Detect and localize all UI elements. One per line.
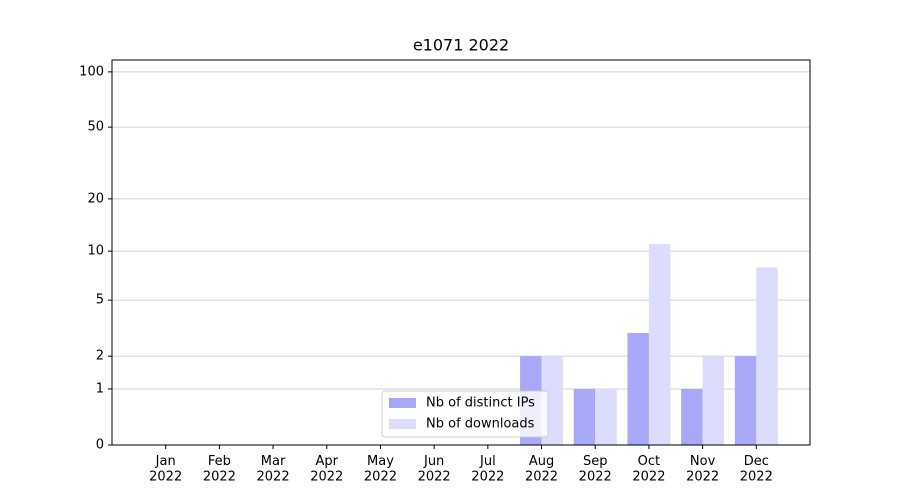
legend-label: Nb of downloads — [426, 417, 535, 432]
x-tick-label: Dec 2022 — [740, 454, 773, 485]
legend-swatch — [389, 398, 416, 408]
x-tick-label: May 2022 — [364, 454, 397, 485]
legend: Nb of distinct IPs Nb of downloads — [381, 390, 549, 438]
x-tick-label: Jan 2022 — [149, 454, 182, 485]
x-tick-label: Apr 2022 — [310, 454, 343, 485]
bar — [648, 244, 671, 445]
y-tick-label: 100 — [79, 64, 104, 79]
plot-frame — [111, 59, 811, 446]
x-tick-label: Sep 2022 — [579, 454, 612, 485]
x-tick-label: Oct 2022 — [632, 454, 665, 485]
x-tick-label: Jul 2022 — [471, 454, 504, 485]
y-tick-label: 0 — [96, 438, 104, 453]
y-tick-label: 50 — [87, 120, 104, 135]
y-tick-label: 5 — [96, 293, 104, 308]
x-tick-label: Nov 2022 — [686, 454, 719, 485]
bar — [681, 388, 703, 445]
x-tick-label: Feb 2022 — [203, 454, 236, 485]
legend-swatch — [389, 419, 416, 429]
y-tick-label: 20 — [87, 191, 104, 206]
bar — [627, 332, 649, 445]
bar — [734, 356, 757, 445]
bar — [595, 388, 617, 445]
y-tick-label: 2 — [96, 349, 104, 364]
bar — [702, 356, 725, 445]
bar — [756, 267, 778, 445]
y-tick-label: 1 — [96, 381, 104, 396]
chart-title: e1071 2022 — [413, 36, 509, 55]
x-tick-label: Aug 2022 — [525, 454, 558, 485]
y-tick-label: 10 — [87, 244, 104, 259]
legend-box — [381, 390, 549, 438]
bar — [573, 388, 596, 445]
x-tick-label: Jun 2022 — [418, 454, 451, 485]
legend-label: Nb of distinct IPs — [426, 396, 535, 411]
x-tick-label: Mar 2022 — [257, 454, 290, 485]
